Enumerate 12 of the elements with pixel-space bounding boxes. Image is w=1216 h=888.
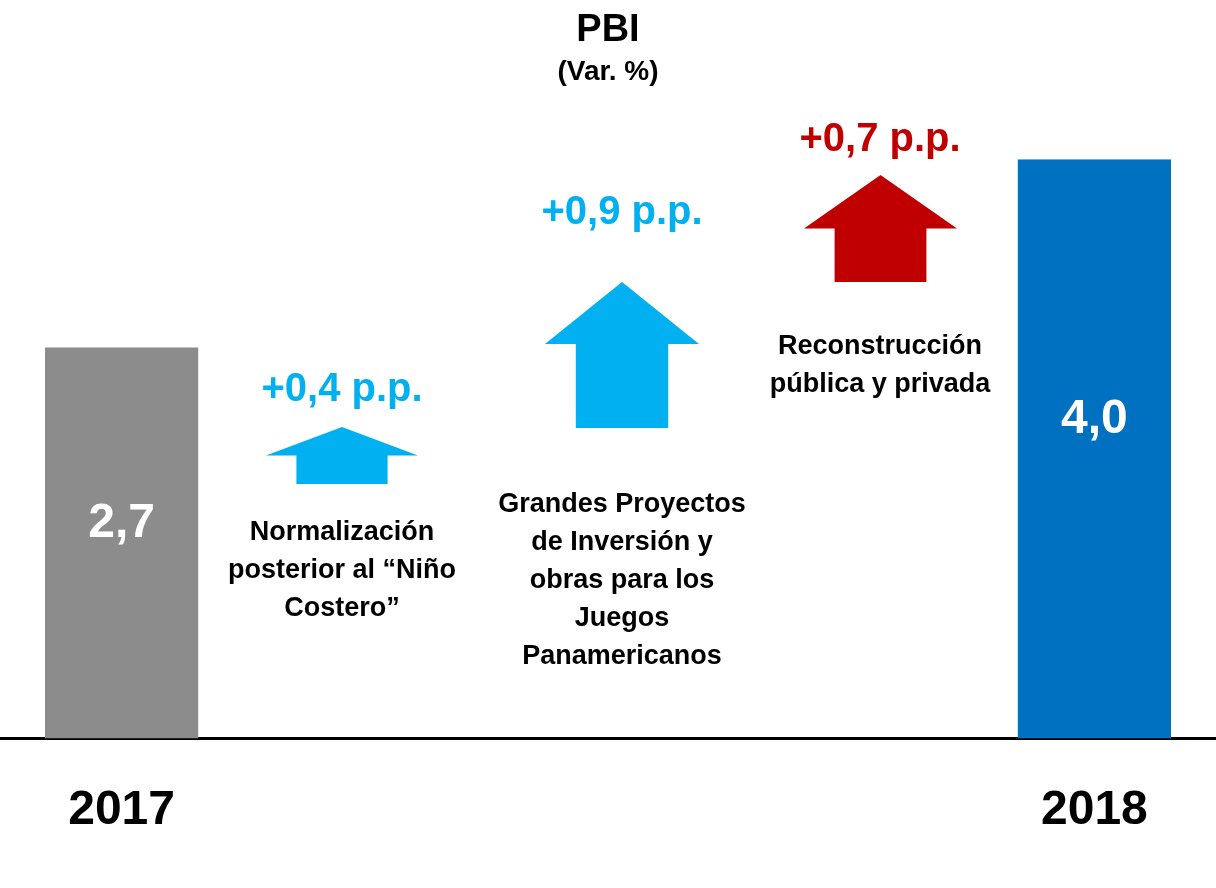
x-tick-label: 2017 [68, 781, 175, 835]
chart-title: PBI [576, 7, 640, 50]
data-label: 4,0 [1061, 390, 1128, 444]
chart-subtitle: (Var. %) [557, 55, 659, 87]
x-tick-label: 2018 [1041, 781, 1148, 835]
annotation: Grandes Proyectos de Inversión y obras para los Juegos Panamericanos [497, 487, 747, 672]
text: +0,7 p.p. [798, 115, 962, 160]
data-label: 2,7 [88, 493, 155, 547]
annotation: Normalización posterior al “Niño Costero” [227, 515, 457, 624]
annotation: Reconstrucción pública y privada [768, 329, 992, 400]
annotation: +0,9 p.p. [540, 188, 704, 233]
annotation: +0,4 p.p. [260, 365, 424, 410]
